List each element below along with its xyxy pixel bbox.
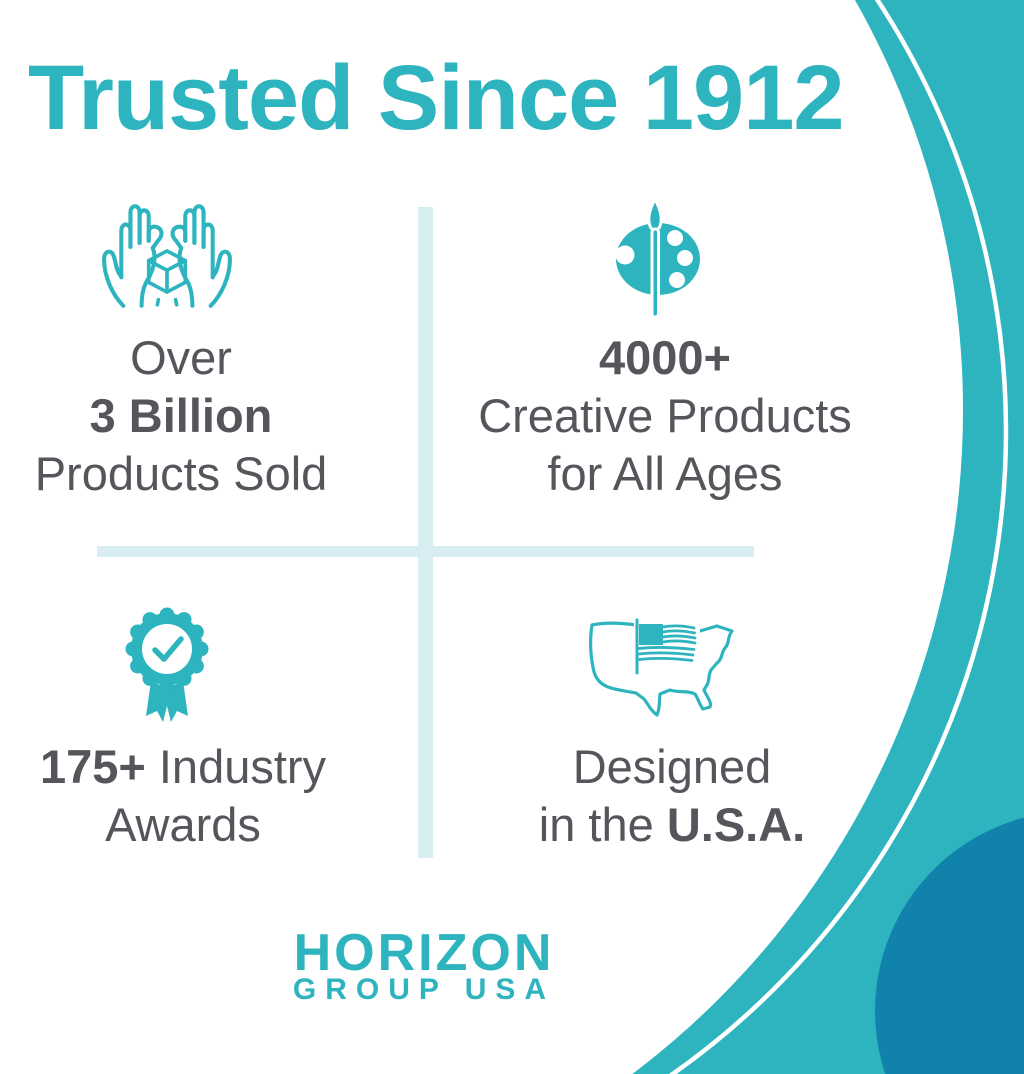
white-content-area [0,0,963,1074]
hands-holding-box-icon [102,204,232,308]
stat-designed-usa: Designed in the U.S.A. [472,738,872,854]
dark-blue-corner-circle [875,817,1024,1074]
award-ribbon-icon [125,607,209,722]
palette-hole [615,245,635,265]
stat-line: Awards [105,798,261,851]
horizon-group-usa-logo: HORIZON GROUP USA [262,927,586,1005]
stat-creative-products: 4000+ Creative Products for All Ages [458,329,872,503]
paint-palette-icon [615,197,700,319]
palette-hole [677,250,693,266]
stat-text-bold: U.S.A. [666,798,806,851]
stat-text-part: in the [538,798,667,851]
stat-text-part: Industry [145,740,327,793]
stat-line: Creative Products [478,389,852,442]
badge-inner-circle [142,624,192,674]
stat-line: 3 Billion [89,389,273,442]
box-cube [146,249,188,307]
stat-line: for All Ages [547,447,783,500]
paint-brush [647,197,663,319]
right-hand [170,204,232,308]
logo-line-group-usa: GROUP USA [292,973,556,1006]
page-title: Trusted Since 1912 [28,47,845,149]
stat-line: Products Sold [34,447,328,500]
stat-products-sold: Over 3 Billion Products Sold [0,329,362,503]
palette-hole [669,272,685,288]
left-hand [102,204,164,308]
palette-hole [667,230,683,246]
stat-line: 175+ Industry [0,738,366,796]
grid-divider-vertical [418,207,433,858]
checkmark [152,636,184,662]
stat-industry-awards: 175+ Industry Awards [0,738,366,854]
stat-line: 4000+ [598,331,731,384]
usa-flag [634,617,700,675]
stat-line: Designed [572,740,772,793]
stat-line: in the U.S.A. [472,796,872,854]
logo-line-horizon: HORIZON [293,924,555,982]
stat-line: Over [130,331,232,384]
grid-divider-horizontal [97,546,754,557]
usa-map-flag-icon [589,617,734,717]
usa-map-outline [589,621,734,717]
stat-number: 175+ [39,740,146,793]
ribbon-tails [146,681,188,722]
